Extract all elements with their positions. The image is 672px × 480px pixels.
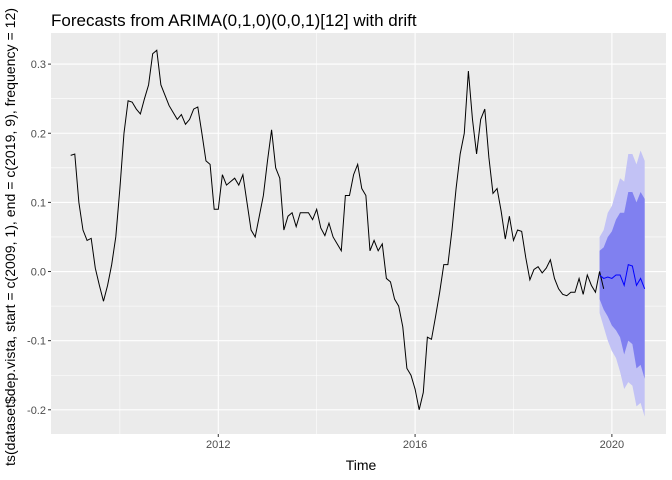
y-tick-label: 0.3 xyxy=(31,59,46,71)
y-tick-label: -0.1 xyxy=(27,336,46,348)
y-tick-label: 0.1 xyxy=(31,197,46,209)
historical-series-line xyxy=(70,49,605,410)
y-tick-label: 0.0 xyxy=(31,267,46,279)
y-axis-label: ts(dataset$dep.vista, start = c(2009, 1)… xyxy=(2,8,18,466)
axis-ticks: 2012 2016 2020 -0.2 -0.1 0.0 0.1 0.2 0.3 xyxy=(27,59,624,451)
grid-lines xyxy=(51,33,666,434)
y-tick-label: -0.2 xyxy=(27,405,46,417)
chart-title: Forecasts from ARIMA(0,1,0)(0,0,1)[12] w… xyxy=(51,11,417,30)
forecast-mean-line xyxy=(599,263,646,289)
plot-panel xyxy=(51,33,666,434)
x-axis-label: Time xyxy=(346,457,377,473)
x-tick-label: 2016 xyxy=(403,439,427,451)
prediction-intervals xyxy=(599,150,645,417)
interval-80-band xyxy=(599,192,645,379)
x-tick-label: 2020 xyxy=(600,439,624,451)
x-tick-label: 2012 xyxy=(206,439,230,451)
y-tick-label: 0.2 xyxy=(31,128,46,140)
series-lines xyxy=(70,49,646,410)
